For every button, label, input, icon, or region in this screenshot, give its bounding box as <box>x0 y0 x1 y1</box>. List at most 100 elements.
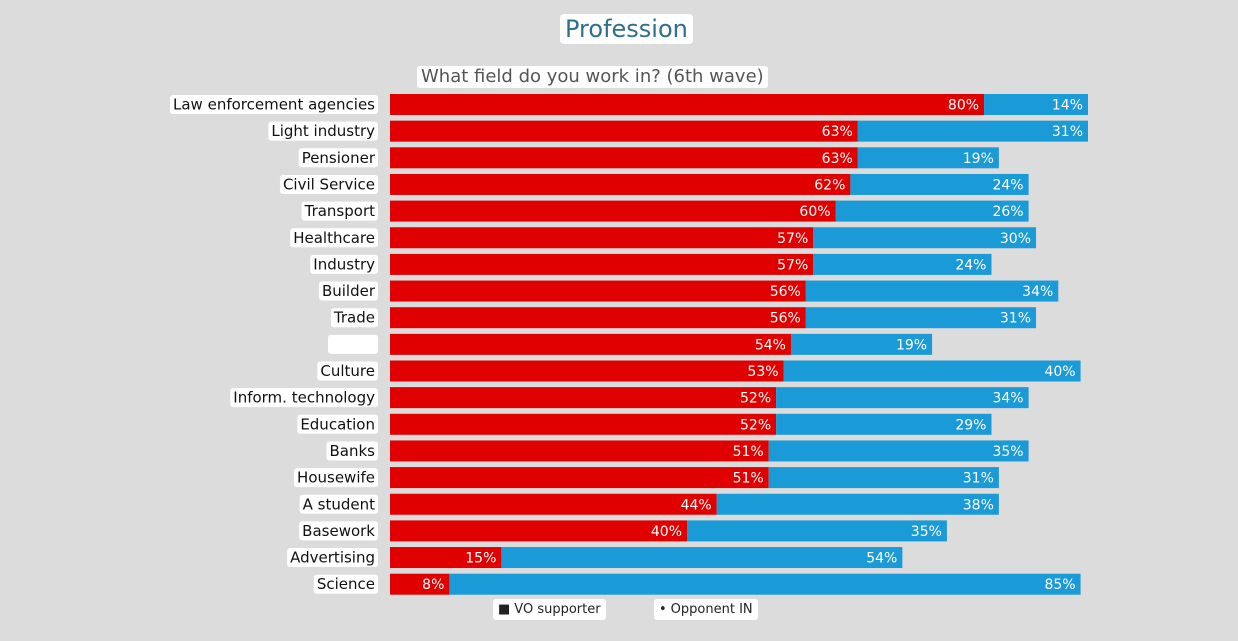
value-label-supporter: 51% <box>733 444 764 460</box>
value-label-opponent: 14% <box>1052 98 1083 114</box>
category-label: Education <box>300 415 375 433</box>
bar-opponent <box>857 147 999 169</box>
bar-supporter <box>390 173 851 195</box>
value-label-opponent: 35% <box>911 524 942 540</box>
category-label: Housewife <box>297 469 375 487</box>
category-label: Inform. technology <box>233 389 375 407</box>
bar-supporter <box>390 120 858 142</box>
category-label-bg <box>297 414 378 434</box>
bar-opponent <box>776 387 1029 409</box>
category-label-bg <box>326 441 378 461</box>
bar-opponent <box>790 333 933 355</box>
bar-supporter <box>390 200 836 222</box>
bar-opponent <box>813 227 1037 249</box>
legend-marker-opponent: • <box>659 602 667 617</box>
value-label-supporter: 80% <box>948 98 979 114</box>
bar-supporter <box>390 360 784 382</box>
value-label-supporter: 57% <box>777 231 808 247</box>
value-label-supporter: 40% <box>651 524 682 540</box>
category-label-bg <box>298 148 378 168</box>
bar-supporter <box>390 387 777 409</box>
category-label: Light industry <box>271 122 375 140</box>
bar-supporter <box>390 227 814 249</box>
value-label-supporter: 60% <box>799 204 830 220</box>
bar-opponent <box>813 253 992 275</box>
value-label-opponent: 38% <box>963 497 994 513</box>
category-label: Civil Service <box>283 175 375 193</box>
value-label-supporter: 54% <box>755 337 786 353</box>
bar-opponent <box>835 200 1029 222</box>
value-label-opponent: 30% <box>1000 231 1031 247</box>
bar-supporter <box>390 307 806 329</box>
category-label-bg <box>310 254 378 274</box>
category-label-bg <box>299 521 378 541</box>
bar-supporter <box>390 94 985 115</box>
bar-supporter <box>390 280 806 302</box>
legend-marker-supporter: ■ <box>498 602 511 617</box>
bar-supporter <box>390 520 688 542</box>
category-label: Science <box>317 575 375 593</box>
category-label-bg <box>287 548 378 568</box>
bar-supporter <box>390 440 769 462</box>
bar-opponent <box>783 360 1081 382</box>
value-label-opponent: 19% <box>963 151 994 167</box>
category-label-bg <box>290 228 378 248</box>
category-label: Builder <box>322 282 376 300</box>
bar-supporter <box>390 493 717 515</box>
bar-supporter <box>390 413 777 435</box>
category-label: Pensioner <box>302 149 376 167</box>
value-label-supporter: 62% <box>814 177 845 193</box>
category-label-bg <box>313 574 378 594</box>
value-label-supporter: 56% <box>770 311 801 327</box>
bar-supporter <box>390 467 769 489</box>
value-label-supporter: 15% <box>465 551 496 567</box>
legend-item-supporter: ■ VO supporter <box>493 599 606 620</box>
bar-opponent <box>768 467 999 489</box>
bar-opponent <box>984 94 1088 115</box>
bar-supporter <box>390 147 858 169</box>
chart-subtitle: What field do you work in? (6th wave) <box>417 66 768 88</box>
category-label-bg <box>268 121 378 141</box>
category-label-bg <box>328 334 378 354</box>
category-label: Law enforcement agencies <box>173 96 375 114</box>
value-label-opponent: 40% <box>1044 364 1075 380</box>
category-label: Basework <box>302 522 375 540</box>
category-label: A student <box>303 495 375 513</box>
category-label-bg <box>318 281 378 301</box>
category-label: Advertising <box>290 549 375 567</box>
bar-opponent <box>716 493 999 515</box>
category-label-bg <box>301 201 378 221</box>
value-label-supporter: 63% <box>822 151 853 167</box>
bar-opponent <box>805 307 1037 329</box>
value-label-opponent: 35% <box>992 444 1023 460</box>
value-label-opponent: 19% <box>896 337 927 353</box>
value-label-supporter: 53% <box>747 364 778 380</box>
category-label-bg <box>170 95 378 114</box>
category-label: Healthcare <box>293 229 375 247</box>
value-label-opponent: 54% <box>866 551 897 567</box>
bar-opponent <box>687 520 947 542</box>
bar-supporter <box>390 573 450 595</box>
value-label-opponent: 31% <box>1000 311 1031 327</box>
value-label-opponent: 31% <box>1052 124 1083 140</box>
bar-opponent <box>501 547 903 569</box>
bar-opponent <box>850 173 1029 195</box>
legend-label-opponent: Opponent IN <box>670 602 753 617</box>
value-label-opponent: 34% <box>992 391 1023 407</box>
value-label-supporter: 52% <box>740 417 771 433</box>
bar-supporter <box>390 253 814 275</box>
value-label-supporter: 51% <box>733 471 764 487</box>
category-label: Banks <box>330 442 376 460</box>
category-label-bg <box>279 174 378 194</box>
category-label-bg <box>317 361 378 381</box>
bar-opponent <box>776 413 992 435</box>
category-label-bg <box>299 494 378 514</box>
value-label-opponent: 29% <box>955 417 986 433</box>
value-label-opponent: 34% <box>1022 284 1053 300</box>
category-label: Trade <box>333 309 375 327</box>
value-label-opponent: 31% <box>963 471 994 487</box>
value-label-supporter: 63% <box>822 124 853 140</box>
bar-supporter <box>390 333 791 355</box>
value-label-opponent: 24% <box>955 257 986 273</box>
